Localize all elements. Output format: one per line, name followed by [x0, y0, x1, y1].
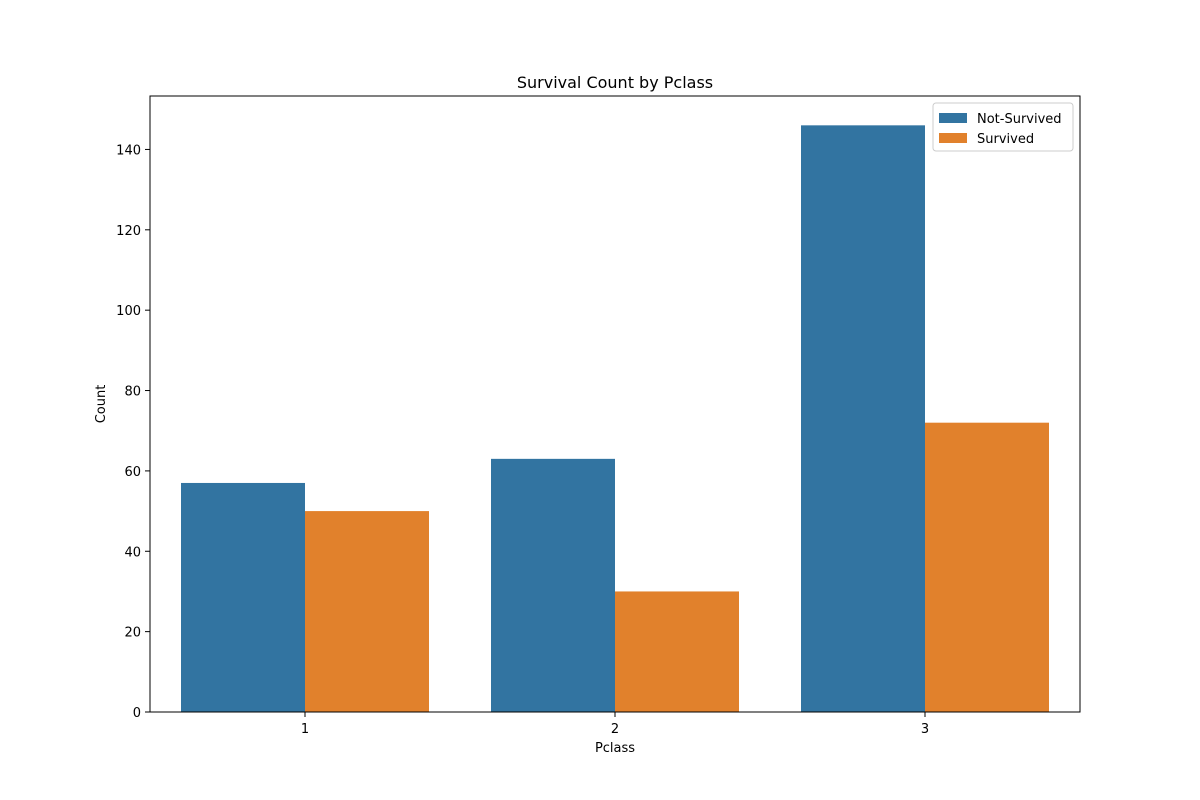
x-tick-label: 1	[301, 722, 309, 737]
x-tick-label: 3	[921, 722, 929, 737]
chart-title: Survival Count by Pclass	[517, 73, 713, 92]
bar-not-survived-3	[801, 125, 925, 713]
bar-survived-2	[615, 591, 739, 712]
legend-swatch-not-survived	[939, 113, 967, 123]
y-tick-label: 100	[116, 304, 141, 319]
axes-layer: 0 20 40 60 80 100 120 140 1 2 3	[116, 95, 1081, 737]
x-axis-label: Pclass	[595, 741, 635, 756]
y-axis-label: Count	[94, 385, 109, 424]
y-tick-label: 80	[124, 385, 141, 400]
x-tick-label: 2	[611, 722, 619, 737]
legend: Not-Survived Survived	[932, 102, 1074, 152]
y-tick-label: 0	[133, 706, 141, 721]
y-tick-label: 20	[124, 626, 141, 641]
legend-swatch-survived	[939, 133, 967, 143]
y-tick-label: 140	[116, 143, 141, 158]
bar-survived-3	[925, 422, 1049, 712]
bar-not-survived-2	[491, 458, 615, 712]
legend-box	[932, 102, 1074, 152]
legend-label-not-survived: Not-Survived	[977, 112, 1062, 127]
y-tick-label: 120	[116, 224, 141, 239]
bar-survived-1	[305, 511, 429, 712]
legend-label-survived: Survived	[977, 132, 1034, 147]
bars-layer	[181, 125, 1049, 713]
y-tick-label: 60	[124, 465, 141, 480]
y-tick-label: 40	[124, 545, 141, 560]
bar-not-survived-1	[181, 482, 305, 712]
